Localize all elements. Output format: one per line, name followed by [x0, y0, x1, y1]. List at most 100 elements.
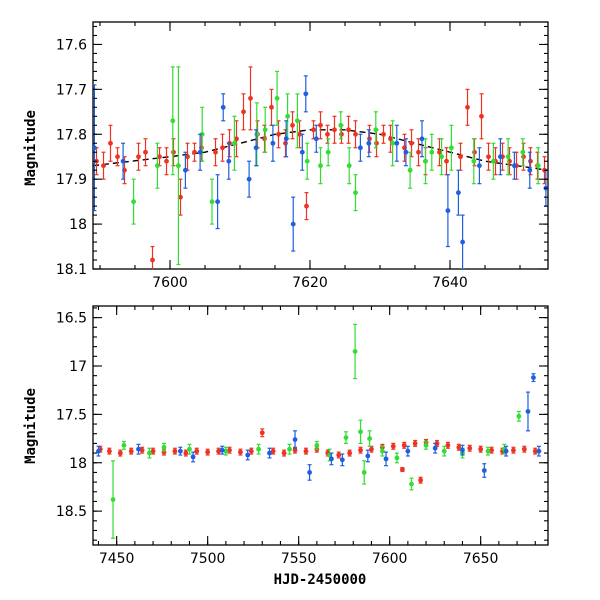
top-red-point — [192, 142, 197, 162]
bottom-green-point — [409, 477, 414, 491]
top-red-point — [325, 124, 330, 144]
bottom-x-tick-label: 7600 — [372, 551, 408, 567]
top-blue-point — [358, 133, 363, 162]
bottom-red-point — [478, 445, 484, 453]
bottom-red-point — [194, 447, 200, 455]
bottom-red-point — [139, 446, 145, 454]
bottom-red-point — [183, 449, 189, 457]
top-red-point — [290, 111, 295, 140]
top-red-point — [332, 115, 337, 144]
bottom-red-point — [412, 439, 418, 447]
bottom-red-point — [532, 447, 538, 455]
top-blue-point — [460, 214, 465, 269]
bottom-blue-point — [339, 453, 345, 467]
bottom-green-point — [379, 445, 385, 457]
bottom-blue-point — [307, 464, 312, 481]
top-green-point — [209, 178, 215, 225]
top-red-point — [304, 192, 309, 221]
bottom-red-point — [248, 447, 254, 455]
top-green-point — [471, 138, 477, 185]
top-y-tick-label: 17.8 — [56, 127, 87, 143]
bottom-blue-point — [267, 447, 272, 459]
bottom-green-point — [516, 410, 522, 422]
bottom-panel: Magnitude HJD-2450000 7450 7500 7550 7600 76… — [23, 305, 549, 588]
bottom-blue-point — [329, 452, 334, 466]
top-green-point — [346, 147, 352, 185]
top-blue-point — [445, 174, 451, 248]
bottom-red-point — [205, 448, 211, 456]
bottom-blue-point — [503, 445, 509, 457]
top-red-point — [143, 138, 148, 167]
bottom-red-point — [358, 446, 363, 454]
top-blue-point — [226, 142, 232, 180]
top-green-point — [353, 174, 358, 212]
bottom-green-point — [367, 430, 373, 447]
top-red-point — [353, 120, 358, 149]
bottom-x-tick-label: 7650 — [463, 551, 499, 567]
top-blue-point — [403, 138, 409, 167]
top-ylabel: Magnitude — [23, 110, 39, 186]
bottom-x-tick-label: 7550 — [281, 551, 317, 567]
bottom-y-tick-label: 16.5 — [56, 311, 87, 327]
top-green-point — [131, 178, 137, 225]
top-x-tick-label: 7620 — [292, 275, 328, 291]
bottom-red-point — [400, 466, 405, 473]
bottom-red-point — [216, 447, 221, 455]
top-blue-point — [456, 169, 461, 216]
top-red-point — [346, 115, 351, 144]
bottom-red-point — [281, 449, 287, 457]
top-green-point — [170, 66, 176, 176]
top-green-point — [155, 142, 160, 189]
bottom-red-point — [150, 447, 156, 455]
bottom-blue-point — [405, 445, 411, 457]
bottom-green-point — [223, 446, 229, 456]
top-green-point — [304, 142, 310, 180]
bottom-blue-point — [292, 430, 298, 449]
bottom-red-point — [467, 444, 473, 452]
top-blue-point — [366, 129, 372, 158]
bottom-red-point — [445, 441, 451, 449]
top-blue-point — [246, 160, 252, 198]
bottom-blue-point — [525, 391, 531, 432]
top-red-point — [318, 111, 323, 140]
bottom-red-point — [456, 443, 462, 451]
top-x-tick-label: 7640 — [432, 275, 468, 291]
bottom-blue-point — [481, 463, 487, 478]
top-red-point — [108, 124, 113, 162]
top-red-point — [479, 93, 484, 140]
top-red-point — [437, 138, 442, 167]
bottom-blue-point — [219, 445, 225, 455]
bottom-y-tick-label: 17.5 — [56, 407, 87, 423]
bottom-red-point — [128, 447, 134, 455]
bottom-green-point — [358, 419, 363, 445]
top-blue-point — [93, 84, 97, 212]
top-red-point — [311, 120, 316, 140]
bottom-blue-point — [531, 373, 536, 383]
bottom-green-point — [394, 452, 400, 464]
bottom-ylabel: Magnitude — [23, 388, 39, 464]
top-green-point — [325, 138, 331, 167]
top-y-tick-label: 17.9 — [56, 172, 87, 188]
top-panel-frame — [92, 21, 549, 270]
top-green-point — [429, 133, 435, 171]
top-blue-point — [498, 138, 503, 176]
bottom-xlabel: HJD-2450000 — [274, 572, 367, 588]
top-y-tick-label: 17.7 — [56, 82, 87, 98]
top-blue-point — [220, 93, 226, 122]
top-blue-point — [313, 124, 319, 153]
top-red-point — [241, 93, 246, 131]
top-x-tick-label: 7600 — [152, 275, 188, 291]
bottom-green-point — [361, 460, 367, 485]
bottom-green-point — [187, 443, 192, 455]
top-green-point — [254, 102, 260, 167]
bottom-green-point — [147, 447, 152, 459]
top-y-tick-label: 18.1 — [56, 262, 87, 278]
top-blue-point — [253, 129, 259, 167]
top-green-point — [390, 120, 395, 167]
bottom-y-tick-label: 18 — [69, 456, 87, 472]
top-green-point — [285, 93, 290, 140]
top-red-point — [171, 138, 176, 167]
top-blue-point — [183, 151, 188, 189]
bottom-red-point — [238, 448, 243, 456]
top-green-point — [318, 147, 323, 185]
